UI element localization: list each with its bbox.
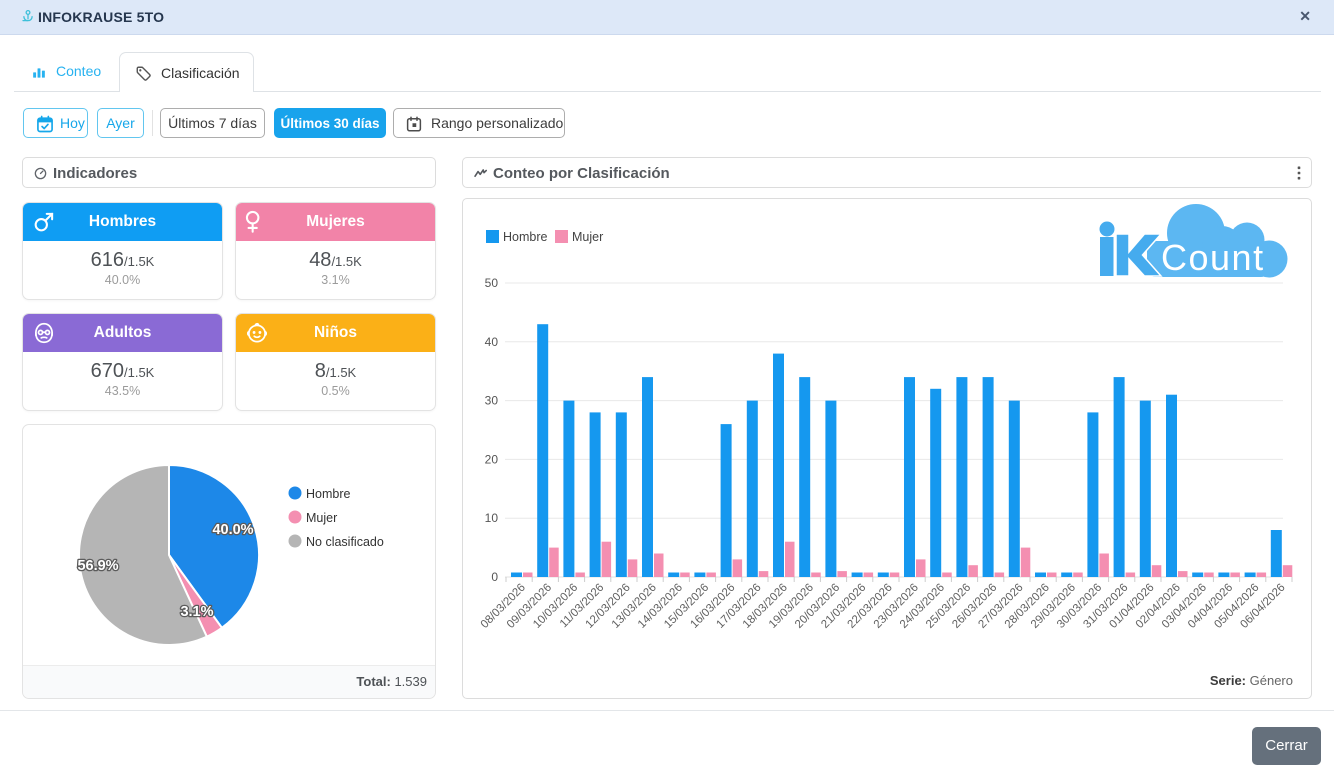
svg-text:Count: Count (1161, 237, 1265, 278)
svg-text:Hombre: Hombre (306, 487, 351, 501)
svg-text:No clasificado: No clasificado (306, 535, 384, 549)
svg-text:40: 40 (485, 335, 499, 349)
svg-text:Serie: Género: Serie: Género (1210, 673, 1293, 688)
svg-text:20: 20 (485, 452, 499, 466)
svg-text:0: 0 (491, 570, 498, 584)
svg-text:Hombre: Hombre (503, 230, 548, 244)
svg-text:30: 30 (485, 394, 499, 408)
svg-text:10: 10 (485, 511, 499, 525)
svg-text:40.0%: 40.0% (212, 522, 253, 538)
svg-text:Mujer: Mujer (306, 511, 337, 525)
svg-text:3.1%: 3.1% (180, 604, 213, 620)
svg-text:50: 50 (485, 276, 499, 290)
svg-text:Mujer: Mujer (572, 230, 603, 244)
svg-text:56.9%: 56.9% (77, 558, 118, 574)
